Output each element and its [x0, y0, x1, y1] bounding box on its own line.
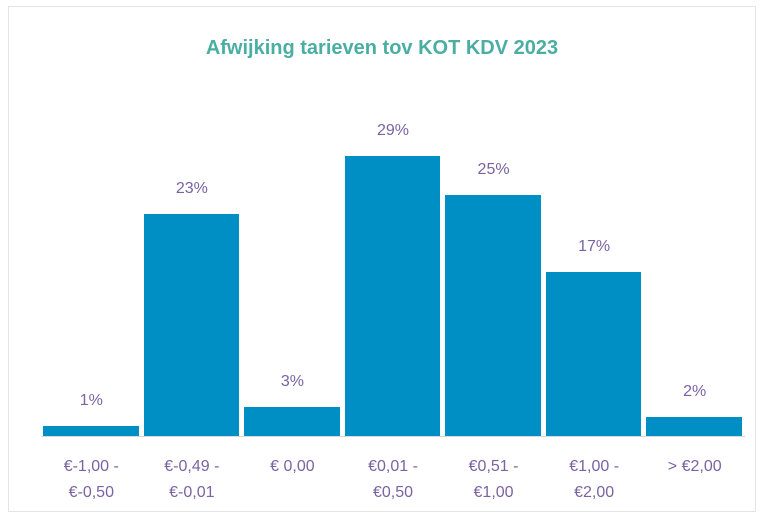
bar [244, 407, 340, 436]
value-label: 17% [578, 237, 611, 255]
chart-title: Afwijking tarieven tov KOT KDV 2023 [205, 37, 559, 59]
x-tick-label: €-0,49 - €-0,01 [164, 458, 220, 501]
chart: Afwijking tarieven tov KOT KDV 2023 1% €-… [8, 6, 756, 512]
x-tick-label: €0,51 - €1,00 [468, 458, 519, 501]
bar [445, 194, 541, 436]
bar [545, 271, 642, 436]
x-tick-label: € 0,00 [270, 458, 315, 475]
x-tick-label: €0,01 - €0,50 [368, 458, 418, 501]
x-tick-label: €1,00 - €2,00 [569, 458, 620, 501]
x-tick-label: > €2,00 [667, 458, 722, 475]
bar [43, 426, 139, 436]
value-label: 23% [175, 179, 208, 197]
value-label: 25% [477, 160, 510, 178]
value-label: 29% [376, 122, 410, 139]
value-label: 1% [79, 392, 103, 410]
bar [143, 213, 240, 436]
value-label: 3% [280, 373, 304, 391]
bar [344, 156, 441, 436]
x-tick-label: €-1,00 - €-0,50 [63, 458, 119, 501]
bar [646, 416, 742, 436]
x-axis [41, 436, 745, 437]
value-label: 2% [683, 382, 707, 400]
